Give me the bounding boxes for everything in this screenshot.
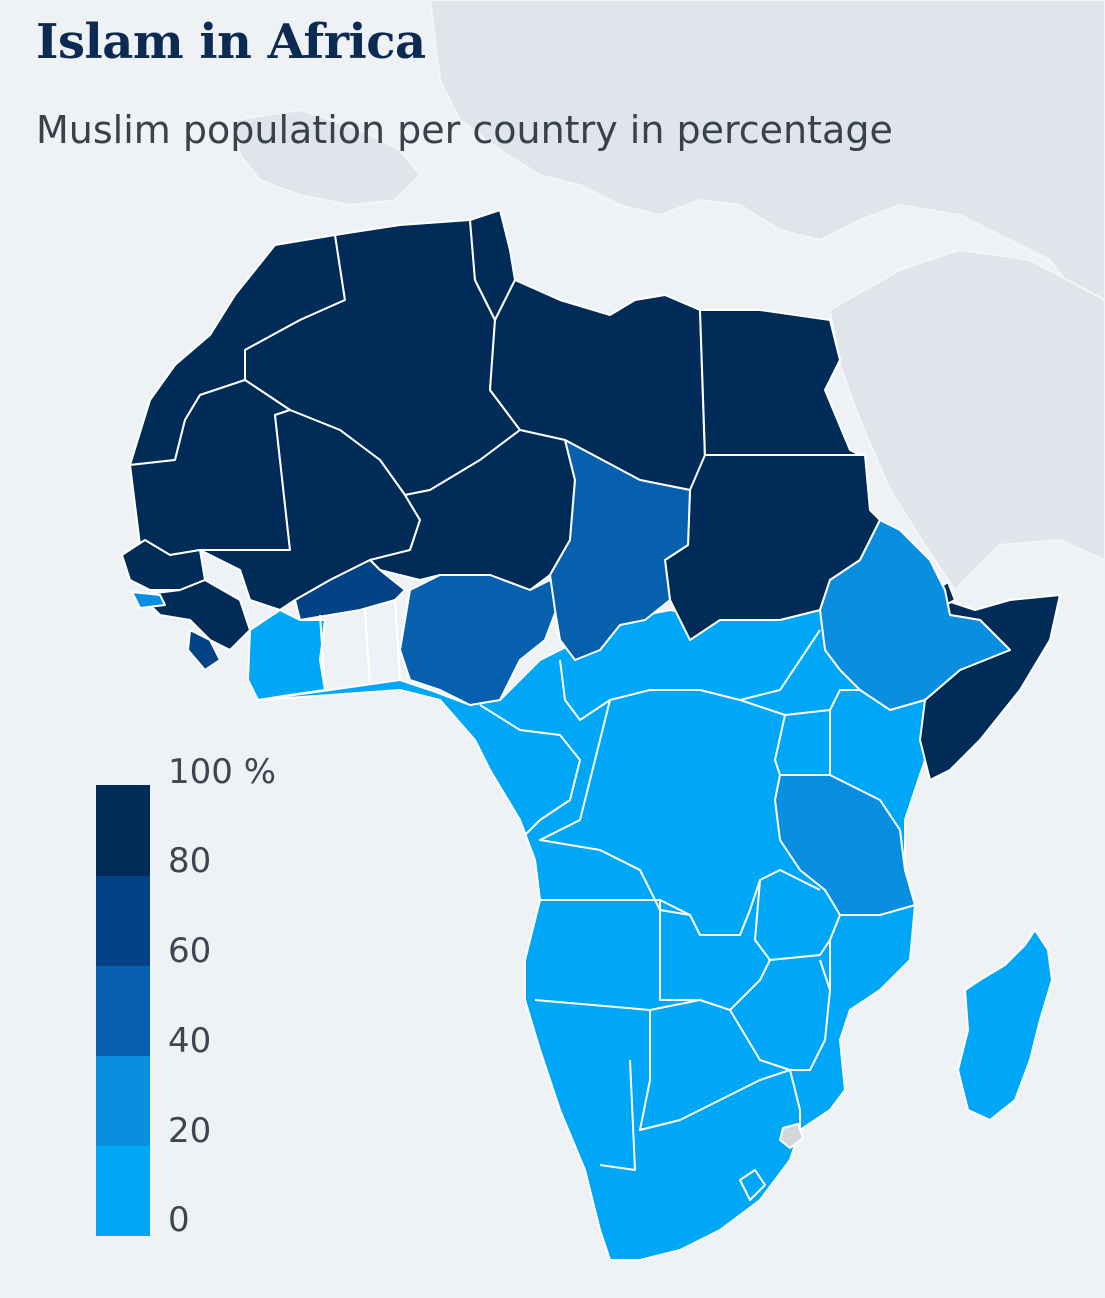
country-guinea: [139, 579, 251, 651]
country-cote-divoire: [247, 609, 326, 701]
context-landmass: [233, 0, 1105, 592]
legend-bin-60-80: [96, 876, 150, 966]
legend-bin-20-40: [96, 1056, 150, 1146]
country-region-southern-central: [257, 609, 931, 1261]
country-chad: [549, 439, 691, 661]
legend-color-bar: [96, 785, 150, 1236]
country-eswatini: [779, 1123, 804, 1149]
chart-subtitle: Muslim population per country in percent…: [36, 108, 893, 152]
country-sierra-leone: [187, 629, 221, 671]
country-madagascar: [957, 929, 1053, 1121]
legend-bin-0-20: [96, 1146, 150, 1236]
country-borders: [319, 599, 860, 1201]
country-nigeria: [399, 574, 561, 706]
legend-bin-40-60: [96, 966, 150, 1056]
legend-label-40: 40: [168, 1021, 212, 1061]
country-tanzania: [774, 774, 916, 916]
legend-label-100: 100 %: [168, 752, 277, 792]
legend-label-20: 20: [168, 1111, 212, 1151]
legend-label-80: 80: [168, 841, 212, 881]
chart-title: Islam in Africa: [36, 14, 426, 70]
legend-bin-80-100: [96, 785, 150, 876]
legend-label-60: 60: [168, 931, 212, 971]
africa-countries: [121, 209, 1061, 1261]
country-guinea-bissau: [131, 591, 166, 609]
country-ethiopia: [819, 519, 1011, 711]
legend-label-0: 0: [168, 1200, 190, 1240]
country-burkina-faso: [294, 559, 406, 621]
